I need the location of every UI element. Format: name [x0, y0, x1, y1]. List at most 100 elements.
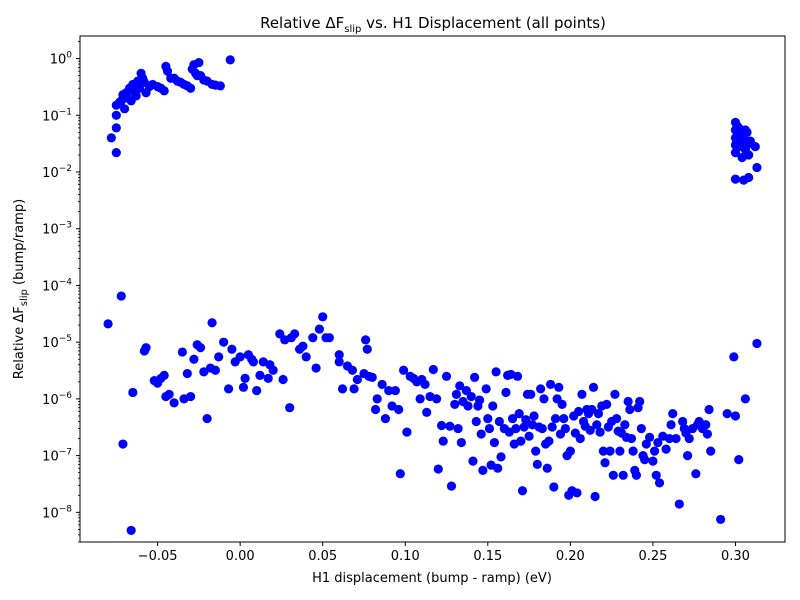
data-point [682, 451, 693, 461]
data-point [111, 123, 121, 133]
data-point [362, 344, 372, 354]
data-point [610, 389, 620, 400]
data-point [661, 444, 671, 454]
data-point [420, 379, 430, 390]
data-point [463, 401, 473, 411]
data-point [255, 370, 265, 380]
data-point [744, 172, 754, 183]
data-point [537, 423, 547, 434]
data-point [432, 394, 442, 404]
data-point [131, 91, 141, 101]
y-tick-label: 10−5 [42, 334, 72, 351]
y-tick-label: 10−1 [42, 107, 72, 124]
data-point [141, 343, 151, 353]
data-point [103, 319, 113, 329]
y-tick-label: 10−7 [42, 448, 72, 465]
data-point [635, 396, 645, 407]
data-point [402, 427, 412, 437]
data-point [395, 469, 405, 479]
data-point [370, 404, 381, 415]
data-point [744, 150, 754, 160]
data-point [468, 456, 478, 466]
data-point [649, 446, 660, 456]
data-point [706, 446, 716, 456]
data-point [648, 456, 658, 466]
data-point [507, 413, 518, 424]
data-point [615, 446, 625, 456]
x-tick-label: 0.25 [638, 549, 667, 564]
data-point [481, 384, 491, 394]
data-point [290, 329, 300, 339]
data-point [517, 486, 528, 496]
data-point [182, 368, 192, 379]
data-point [189, 354, 199, 364]
data-point [119, 104, 130, 114]
data-point [542, 463, 552, 473]
data-point [285, 403, 295, 413]
x-axis-label: H1 displacement (bump - ramp) (eV) [312, 571, 552, 586]
data-point [445, 421, 455, 431]
data-point [441, 371, 452, 381]
data-point [227, 344, 237, 354]
data-point [223, 384, 234, 394]
data-point [164, 389, 174, 400]
y-tick-label: 10−2 [42, 164, 72, 181]
data-point [559, 413, 569, 424]
data-point [159, 370, 169, 380]
data-point [450, 399, 460, 409]
data-point [238, 382, 249, 392]
data-point [514, 409, 524, 419]
data-point [453, 423, 463, 434]
data-point [550, 413, 561, 424]
data-point [248, 357, 258, 367]
data-point [111, 110, 121, 120]
data-point [169, 398, 179, 408]
data-point [625, 404, 635, 415]
data-point [628, 446, 638, 456]
data-point [740, 394, 750, 404]
data-point [225, 55, 235, 65]
data-point [516, 436, 526, 446]
data-point [592, 420, 602, 430]
data-point [446, 481, 457, 491]
data-point [337, 384, 348, 394]
x-tick-label: 0.10 [391, 549, 420, 564]
data-point [631, 470, 642, 480]
data-point [519, 422, 529, 432]
data-point [118, 439, 128, 449]
data-point [554, 382, 564, 392]
data-point [451, 389, 462, 400]
data-point [483, 413, 493, 424]
data-point [593, 409, 604, 419]
y-tick-label: 10−3 [42, 221, 72, 238]
data-point [202, 413, 212, 424]
data-point [496, 452, 506, 462]
data-point [722, 409, 732, 419]
data-point [194, 57, 204, 68]
data-point [752, 162, 762, 173]
data-point [560, 423, 571, 434]
data-point [526, 389, 536, 400]
data-point [252, 386, 262, 396]
data-point [349, 384, 359, 394]
data-point [268, 365, 278, 375]
data-point [532, 459, 542, 470]
y-tick-label: 100 [50, 51, 73, 68]
data-point [380, 413, 391, 424]
data-point [645, 432, 655, 442]
data-point [377, 379, 387, 390]
data-point [684, 433, 694, 444]
data-point [574, 406, 584, 417]
x-tick-label: −0.05 [138, 549, 178, 564]
data-point [195, 343, 206, 353]
data-point [324, 333, 334, 343]
data-point [512, 371, 523, 381]
data-point [587, 404, 597, 415]
data-point [298, 341, 308, 351]
data-point [384, 386, 394, 396]
x-tick-label: 0.30 [721, 549, 750, 564]
data-point [524, 431, 534, 441]
data-point [668, 409, 678, 419]
x-tick-label: 0.15 [473, 549, 502, 564]
